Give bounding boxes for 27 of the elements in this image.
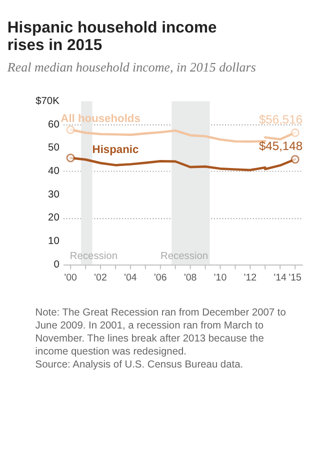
x-tick-label: '12 (244, 272, 257, 284)
annotation: $56,516 (258, 112, 303, 126)
x-tick-label: '15 (288, 272, 302, 284)
source-note: Source: Analysis of U.S. Census Bureau data. (35, 360, 244, 371)
series-label: All households (60, 113, 140, 126)
annotation: $45,148 (258, 139, 303, 154)
x-tick-label: '06 (154, 272, 167, 284)
x-tick-label: '10 (214, 272, 228, 284)
y-tick-label: 0 (54, 259, 60, 270)
x-tick-label: '14 (274, 272, 288, 284)
x-tick-label: '02 (94, 272, 107, 284)
x-tick-label: '08 (184, 272, 197, 284)
series-label: Hispanic (92, 144, 139, 156)
band-label: Recession (160, 251, 208, 262)
y-tick-label: 10 (48, 236, 60, 248)
x-tick-label: '00 (64, 272, 78, 284)
y-tick-label: $70K (36, 96, 60, 108)
y-tick-label: 20 (48, 212, 60, 224)
y-tick-label: 60 (48, 119, 60, 130)
y-tick-label: 40 (48, 166, 60, 178)
chart-subtitle: Real median household income, in 2015 dollars (6, 60, 256, 75)
x-tick-label: '04 (124, 272, 138, 284)
band-label: Recession (70, 251, 118, 262)
y-tick-label: 50 (48, 142, 60, 154)
chart-title: Hispanic household income rises in 2015 (7, 20, 218, 54)
text: Note: The Great Recession ran from December 2007 to June 2009. In 2001, a recession ran from March to November. The lines break after 2013 because the income question was redesigned. (35, 308, 286, 358)
y-tick-label: 30 (48, 189, 60, 200)
